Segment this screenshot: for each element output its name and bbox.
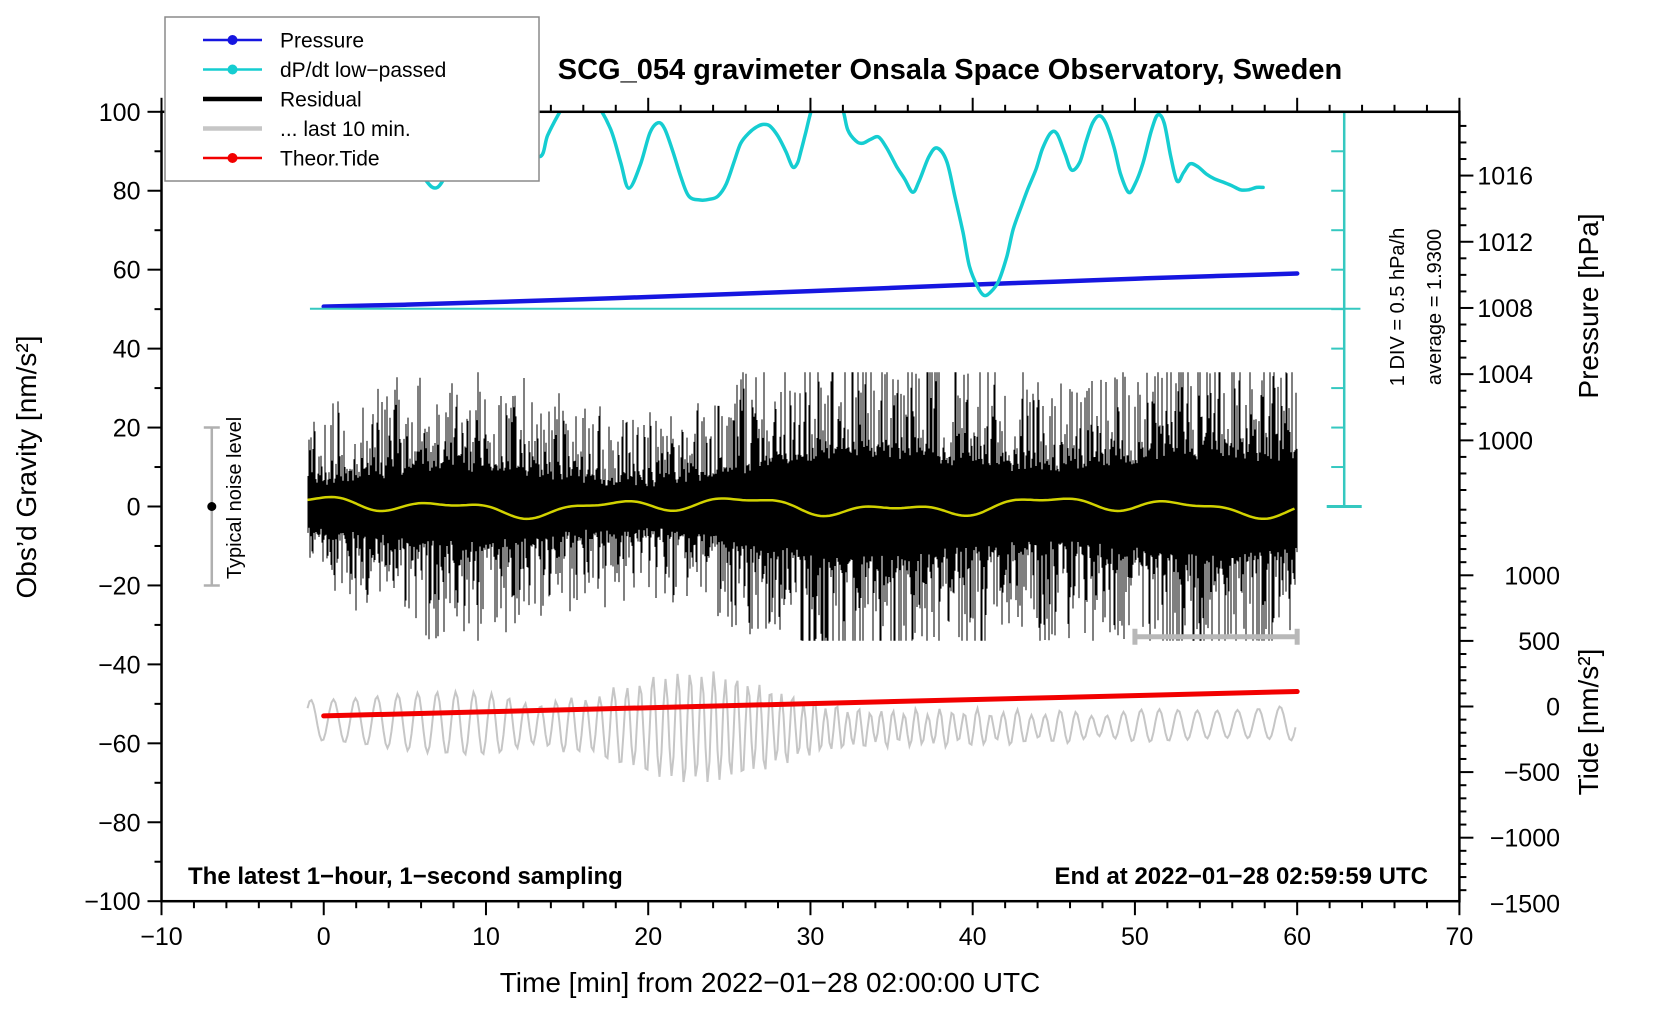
gravity-tick-label: −20 — [98, 572, 140, 600]
gravity-tick-label: −80 — [98, 809, 140, 837]
tide-tick-label: 500 — [1518, 628, 1560, 656]
x-tick-label: 20 — [634, 923, 662, 951]
legend-item-label: dP/dt low−passed — [280, 59, 446, 82]
residual-lowpass-series — [307, 495, 1295, 521]
theor-tide-series — [321, 689, 1300, 719]
average-annotation: average = 1.9300 — [1424, 229, 1446, 385]
pressure-tick-label: 1004 — [1477, 361, 1533, 389]
legend-item-label: Residual — [280, 89, 362, 112]
x-tick-label: 10 — [472, 923, 500, 951]
legend-item-label: ... last 10 min. — [280, 118, 411, 141]
x-tick-label: 50 — [1121, 923, 1149, 951]
gravity-tick-label: −60 — [98, 730, 140, 758]
tide-tick-label: −500 — [1504, 759, 1560, 787]
x-tick-label: 40 — [959, 923, 987, 951]
tide-tick-label: 0 — [1546, 693, 1560, 721]
x-tick-label: 70 — [1445, 923, 1473, 951]
x-axis-title: Time [min] from 2022−01−28 02:00:00 UTC — [500, 967, 1041, 998]
div-annotation: 1 DIV = 0.5 hPa/h — [1387, 228, 1409, 386]
axes-layer: −10 0 10 20 30 40 50 60 70100806040200−20−40−60−… — [84, 97, 1560, 951]
footer-sampling-note: The latest 1−hour, 1−second sampling — [188, 863, 623, 890]
pressure-series — [321, 271, 1300, 309]
typical-noise-label: Typical noise level — [224, 417, 246, 579]
series-layer — [306, 111, 1300, 783]
legend-item-label: Pressure — [280, 30, 364, 53]
pressure-tick-label: 1016 — [1477, 163, 1533, 191]
x-tick-label: −10 — [140, 923, 182, 951]
chart-title: SCG_054 gravimeter Onsala Space Observat… — [558, 54, 1342, 86]
footer-end-time: End at 2022−01−28 02:59:59 UTC — [1054, 863, 1428, 890]
pressure-tick-label: 1000 — [1477, 427, 1533, 455]
left-axis-title: Obs’d Gravity [nm/s²] — [11, 336, 42, 599]
legend-item-label: Theor.Tide — [280, 148, 380, 171]
x-tick-label: 60 — [1283, 923, 1311, 951]
gravity-tick-label: 100 — [99, 99, 141, 127]
legend-marker-dot — [227, 64, 238, 75]
dpdt-series — [395, 111, 1265, 298]
legend-marker-dot — [227, 153, 238, 163]
x-tick-label: 0 — [317, 923, 331, 951]
tide-tick-label: −1000 — [1490, 825, 1560, 853]
gravity-tick-label: 80 — [113, 178, 141, 206]
last10min-series — [306, 671, 1297, 783]
x-tick-label: 30 — [797, 923, 825, 951]
pressure-tick-label: 1012 — [1477, 229, 1533, 257]
gravity-tick-label: 40 — [113, 336, 141, 364]
legend: Pressure dP/dt low−passed Residual ... last… — [164, 16, 540, 182]
tide-axis-title: Tide [nm/s²] — [1573, 649, 1604, 796]
legend-marker-dot — [227, 35, 238, 45]
pressure-axis-title: Pressure [hPa] — [1573, 213, 1604, 398]
markers-layer — [203, 110, 1362, 645]
pressure-tick-label: 1008 — [1477, 295, 1533, 323]
gravity-tick-label: −40 — [98, 651, 140, 679]
gravity-tick-label: 0 — [127, 494, 141, 522]
gravity-tick-label: −100 — [84, 888, 140, 916]
tide-tick-label: −1500 — [1490, 890, 1560, 918]
plot-frame — [160, 110, 1461, 903]
gravity-tick-label: 60 — [113, 257, 141, 285]
tide-tick-label: 1000 — [1504, 562, 1560, 590]
noise-mean-dot — [207, 502, 217, 511]
gravity-tick-label: 20 — [113, 415, 141, 443]
